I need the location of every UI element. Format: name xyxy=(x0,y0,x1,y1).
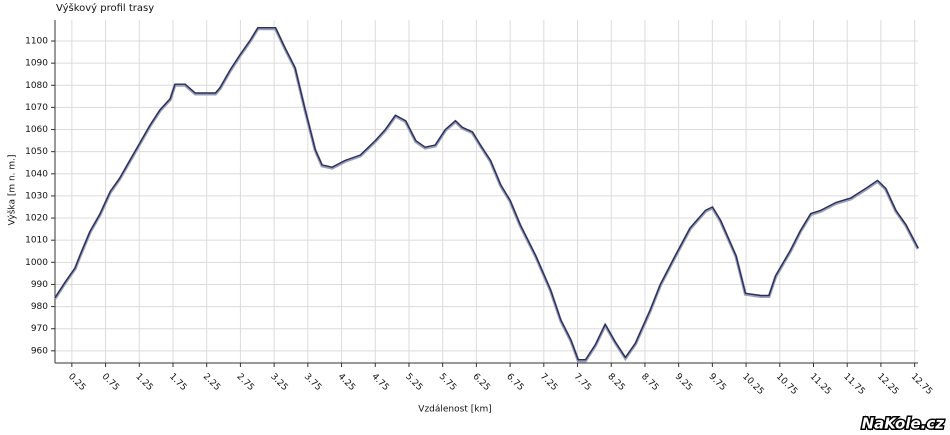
x-tick-label: 9.75 xyxy=(706,372,727,393)
y-tick-label: 980 xyxy=(31,302,48,312)
y-tick-label: 1090 xyxy=(25,59,48,69)
x-tick-label: 11.25 xyxy=(808,372,833,397)
x-tick-label: 4.25 xyxy=(336,372,357,393)
x-tick-label: 9.25 xyxy=(673,372,694,393)
x-tick-label: 12.75 xyxy=(909,372,934,397)
y-tick-label: 1000 xyxy=(25,258,48,268)
x-tick-label: 5.75 xyxy=(437,372,458,393)
x-axis-label: Vzdálenost [km] xyxy=(418,405,491,415)
elevation-line xyxy=(54,27,919,361)
x-tick-label: 1.75 xyxy=(167,372,188,393)
x-tick-label: 2.25 xyxy=(201,372,222,393)
x-tick-label: 11.75 xyxy=(841,372,866,397)
x-tick-label: 1.25 xyxy=(133,372,154,393)
y-tick-label: 1020 xyxy=(25,214,48,224)
x-tick-label: 6.25 xyxy=(470,372,491,393)
x-tick-label: 6.75 xyxy=(504,372,525,393)
x-tick-label: 3.25 xyxy=(268,372,289,393)
watermark: NaKole.cz xyxy=(862,415,945,433)
line-shadow xyxy=(53,27,920,363)
chart-title: Výškový profil trasy xyxy=(56,2,154,14)
x-tick-label: 7.25 xyxy=(538,372,559,393)
x-tick-label: 12.25 xyxy=(875,372,900,397)
y-tick-label: 1080 xyxy=(25,81,48,91)
x-tick-label: 7.75 xyxy=(572,372,593,393)
y-tick-label: 1040 xyxy=(25,169,48,179)
x-tick-label: 4.75 xyxy=(369,372,390,393)
y-axis-label: Výška [m n. m.] xyxy=(7,154,18,225)
y-tick-label: 1030 xyxy=(25,191,48,201)
y-tick-label: 1010 xyxy=(25,236,48,246)
x-tick-label: 0.25 xyxy=(66,372,87,393)
x-tick-label: 10.25 xyxy=(740,372,765,397)
x-tick-label: 0.75 xyxy=(100,372,121,393)
y-tick-label: 990 xyxy=(31,280,48,290)
y-tick-label: 1070 xyxy=(25,103,48,113)
y-tick-label: 1060 xyxy=(25,125,48,135)
x-tick-label: 8.25 xyxy=(605,372,626,393)
y-tick-label: 960 xyxy=(31,346,48,356)
x-tick-label: 3.75 xyxy=(302,372,323,393)
y-tick-label: 1100 xyxy=(25,37,48,47)
x-tick-label: 8.75 xyxy=(639,372,660,393)
y-tick-label: 1050 xyxy=(25,147,48,157)
x-tick-label: 5.25 xyxy=(403,372,424,393)
y-tick-label: 970 xyxy=(31,324,48,334)
x-tick-label: 2.75 xyxy=(235,372,256,393)
x-tick-label: 10.75 xyxy=(774,372,799,397)
